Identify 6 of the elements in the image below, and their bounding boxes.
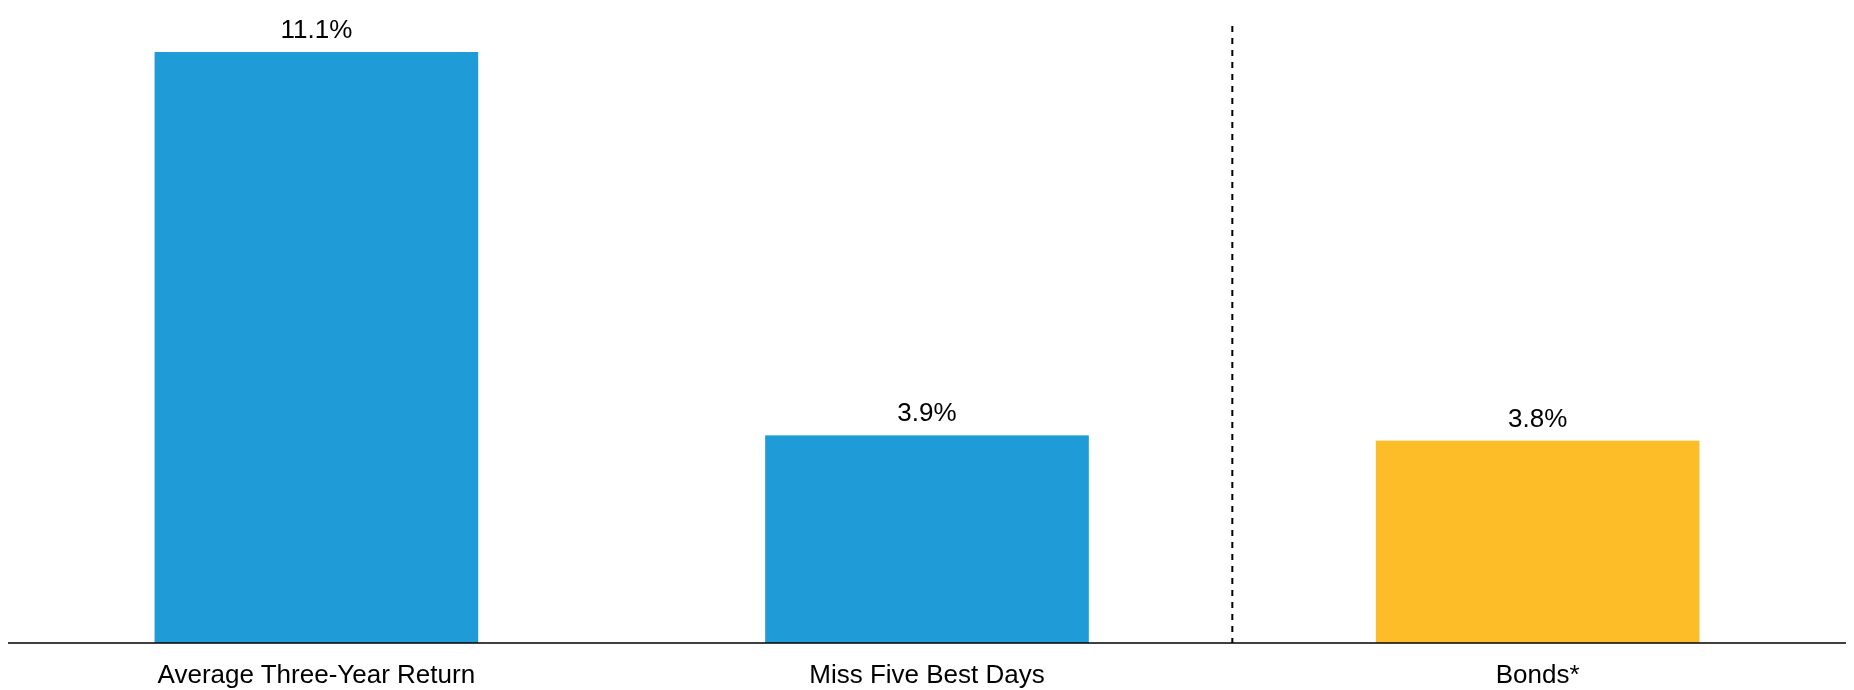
x-tick-label: Bonds* <box>1495 659 1580 689</box>
data-label: 3.8% <box>1508 402 1568 433</box>
data-label: 3.9% <box>897 397 957 428</box>
x-tick-label: Average Three-Year Return <box>157 659 476 689</box>
data-label: 11.1% <box>280 14 353 44</box>
x-tick-label: Miss Five Best Days <box>809 659 1045 689</box>
